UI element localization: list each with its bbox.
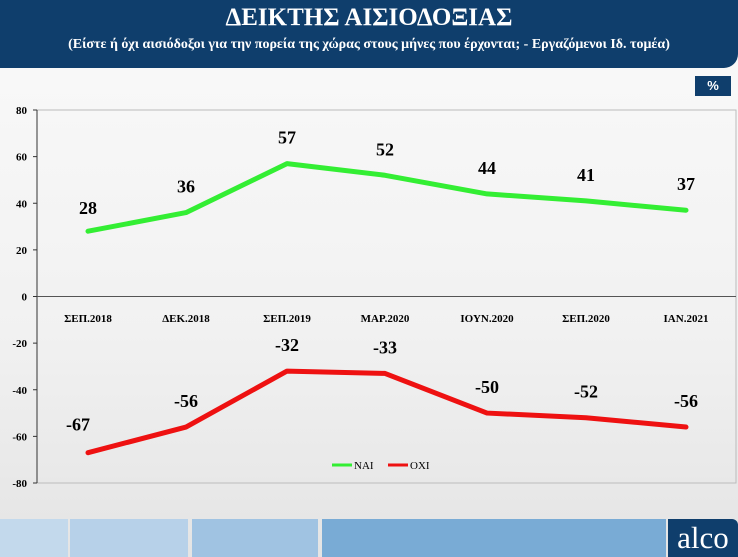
y-tick-label: 20 <box>16 245 28 257</box>
y-tick-label: 80 <box>16 105 28 117</box>
series-line-yes <box>85 161 689 234</box>
page-title: ΔΕΙΚΤΗΣ ΑΙΣΙΟΔΟΞΙΑΣ <box>225 4 513 31</box>
y-tick-label: -20 <box>12 338 27 350</box>
page-subtitle: (Είστε ή όχι αισιόδοξοι για την πορεία τ… <box>68 37 670 52</box>
data-label: 36 <box>177 177 195 197</box>
x-tick-label: ΣΕΠ.2019 <box>263 313 311 325</box>
data-label: -52 <box>574 382 598 402</box>
data-label: 41 <box>577 165 595 185</box>
y-tick-label: -60 <box>12 431 27 443</box>
data-label: 52 <box>376 139 394 159</box>
x-tick-label: ΣΕΠ.2020 <box>562 313 610 325</box>
data-label: -32 <box>275 335 299 355</box>
x-tick-label: ΙΑΝ.2021 <box>664 313 709 325</box>
data-label: -56 <box>174 391 198 411</box>
data-label: -67 <box>66 415 90 435</box>
x-tick-label: ΔΕΚ.2018 <box>162 313 210 325</box>
unit-badge: % <box>695 76 731 96</box>
data-label: 37 <box>677 174 695 194</box>
x-tick-label: ΙΟΥΝ.2020 <box>460 313 514 325</box>
x-tick-label: ΣΕΠ.2018 <box>64 313 112 325</box>
footer-bar-3 <box>192 519 318 557</box>
x-tick-label: ΜΑΡ.2020 <box>361 313 410 325</box>
footer-bar-1 <box>0 519 68 557</box>
data-label: -33 <box>373 337 397 357</box>
y-tick-label: -80 <box>12 478 27 490</box>
y-tick-label: 0 <box>22 292 28 304</box>
data-label: 44 <box>478 158 496 178</box>
legend-label: ΟΧΙ <box>410 460 430 472</box>
footer-bar-4 <box>322 519 666 557</box>
footer-bar-2 <box>70 519 188 557</box>
y-tick-label: -40 <box>12 385 27 397</box>
data-label: 28 <box>79 198 97 218</box>
data-label: -50 <box>475 377 499 397</box>
y-tick-label: 60 <box>16 152 28 164</box>
header: ΔΕΙΚΤΗΣ ΑΙΣΙΟΔΟΞΙΑΣ (Είστε ή όχι αισιόδο… <box>0 0 738 68</box>
y-tick-label: 40 <box>16 198 28 210</box>
alco-logo: alco <box>668 519 738 557</box>
series-line-no <box>85 368 689 456</box>
data-label: -56 <box>674 391 698 411</box>
legend-label: ΝΑΙ <box>354 460 374 472</box>
data-label: 57 <box>278 128 296 148</box>
